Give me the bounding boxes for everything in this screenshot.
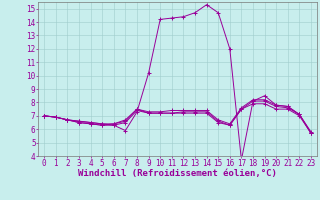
X-axis label: Windchill (Refroidissement éolien,°C): Windchill (Refroidissement éolien,°C): [78, 169, 277, 178]
